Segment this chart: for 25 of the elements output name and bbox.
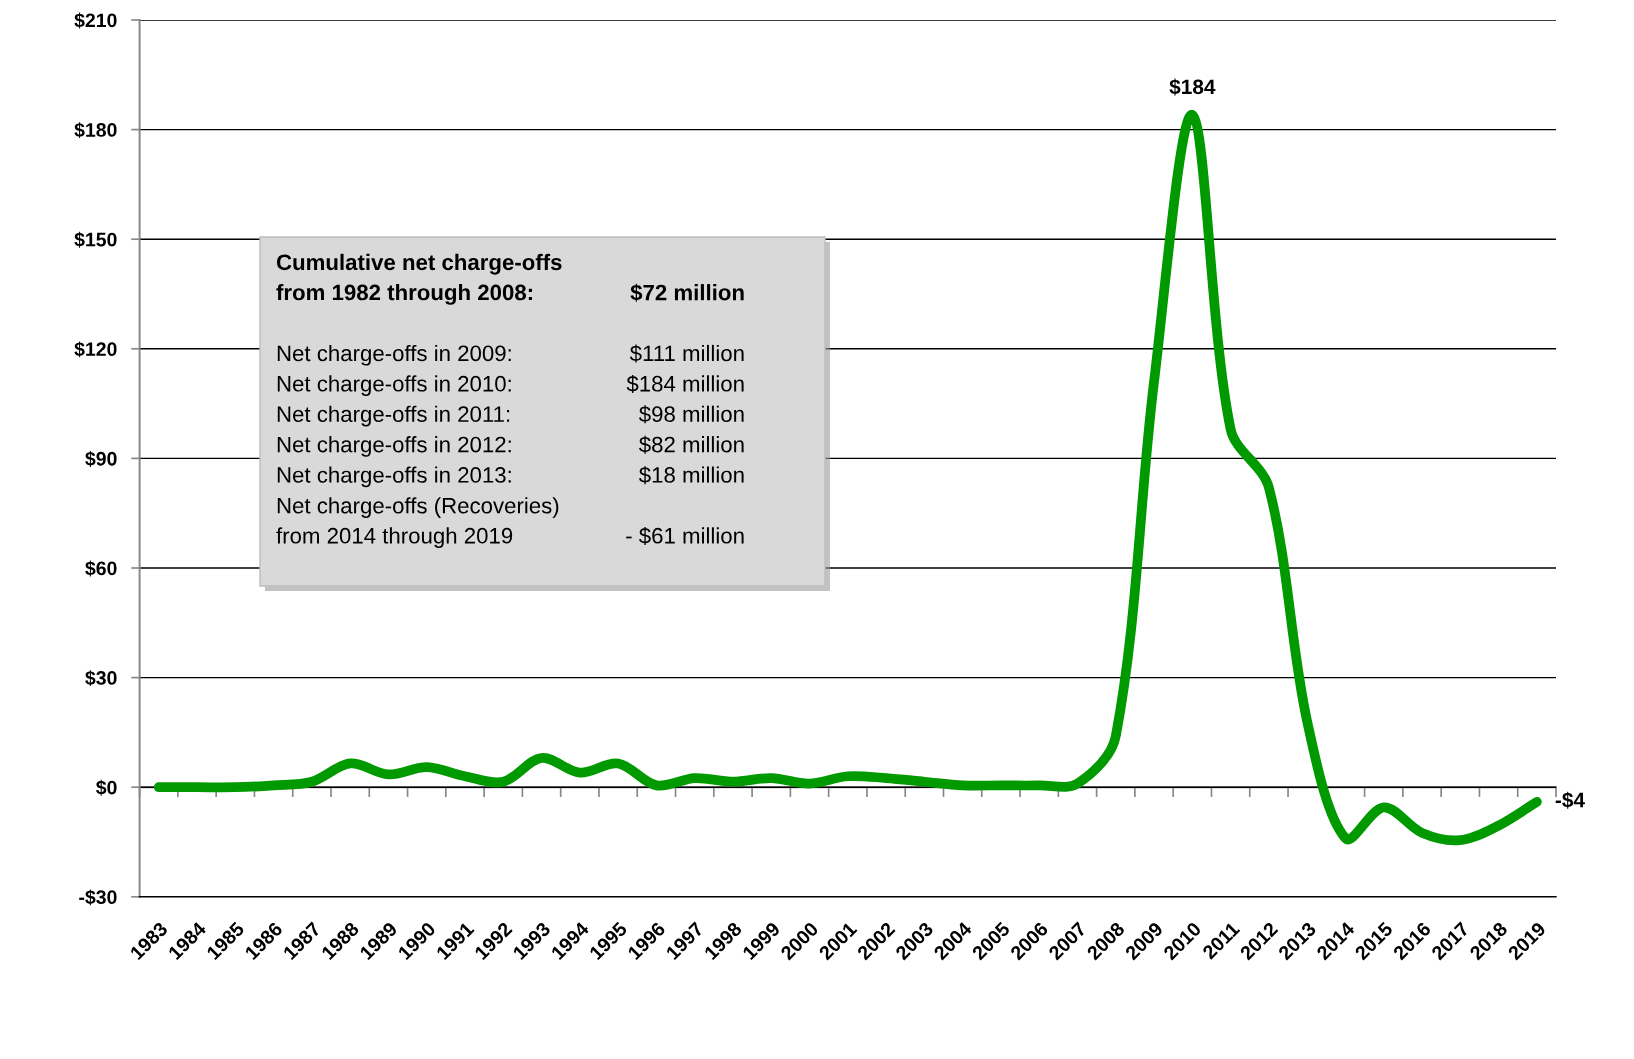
data-label: $184 — [1169, 78, 1216, 96]
y-tick-label: $90 — [85, 451, 117, 467]
annotation: $18 million — [639, 466, 744, 485]
annotation: Net charge-offs (Recoveries) from 2014 through 2019 — [276, 497, 559, 548]
annotation: Net charge-offs in 2009: — [277, 344, 511, 366]
annotation: Net charge-offs in 2010: — [277, 375, 511, 396]
y-tick-label: $210 — [74, 12, 117, 29]
annotation: $184 million — [626, 374, 744, 393]
y-tick-label: $120 — [74, 341, 117, 358]
y-tick-label: $150 — [74, 231, 117, 248]
y-tick-label: $0 — [96, 779, 117, 796]
y-tick-label: $30 — [85, 670, 117, 687]
annotation: Cumulative net charge-offs from 1982 through 2008: — [276, 253, 562, 305]
annotation: - $61 million — [626, 526, 744, 545]
annotation: $72 million — [630, 283, 744, 302]
y-tick-label: -$30 — [79, 889, 117, 906]
annotation: $111 million — [629, 344, 744, 363]
annotation: Net charge-offs in 2013: — [277, 466, 511, 488]
y-tick-label: $60 — [85, 560, 117, 577]
y-tick-label: $180 — [74, 122, 117, 139]
annotation: Net charge-offs in 2011: — [277, 405, 510, 427]
annotation: Net charge-offs in 2012: — [277, 436, 511, 457]
annotation: $82 million — [639, 435, 744, 454]
data-label: -$4 — [1555, 791, 1585, 809]
annotation: $98 million — [639, 405, 744, 424]
